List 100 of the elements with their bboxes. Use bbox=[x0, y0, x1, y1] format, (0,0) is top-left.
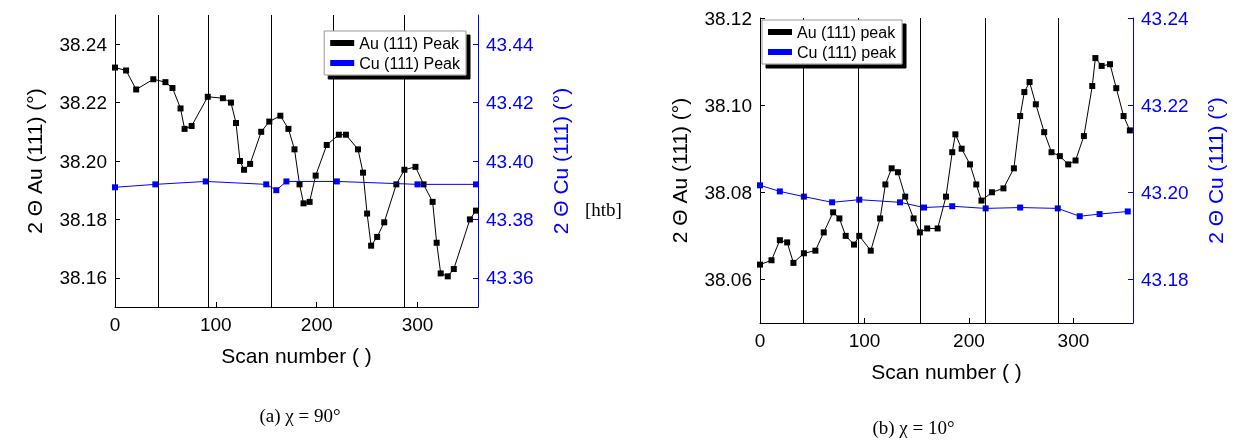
point bbox=[1126, 127, 1133, 134]
point bbox=[967, 161, 974, 168]
point bbox=[894, 169, 901, 176]
point bbox=[237, 158, 244, 164]
point bbox=[342, 131, 349, 138]
point bbox=[177, 105, 184, 112]
point bbox=[1072, 157, 1079, 164]
point bbox=[790, 259, 797, 266]
point bbox=[934, 225, 941, 232]
text: [htb] bbox=[585, 199, 622, 220]
point bbox=[360, 169, 367, 176]
point bbox=[333, 178, 340, 185]
x-tick-label: 100 bbox=[848, 330, 881, 351]
point bbox=[381, 219, 388, 226]
x-tick-label: 0 bbox=[109, 314, 121, 335]
x-axis-title: Scan number ( ) bbox=[221, 344, 372, 367]
legend-label: Cu (111) Peak bbox=[359, 54, 461, 72]
point bbox=[335, 131, 342, 138]
point bbox=[323, 141, 330, 148]
point bbox=[902, 193, 909, 200]
point bbox=[285, 125, 292, 132]
point bbox=[973, 181, 980, 188]
point bbox=[942, 193, 949, 200]
point bbox=[1017, 113, 1024, 120]
point bbox=[429, 198, 436, 205]
point bbox=[1048, 149, 1055, 156]
point bbox=[1089, 82, 1096, 89]
point bbox=[988, 189, 995, 196]
point bbox=[306, 198, 313, 205]
point bbox=[949, 203, 956, 210]
point bbox=[1026, 79, 1033, 86]
y2-tick-label: 43.44 bbox=[486, 33, 534, 55]
point bbox=[776, 188, 783, 195]
point bbox=[263, 181, 270, 188]
x-tick-label: 300 bbox=[401, 314, 434, 335]
point bbox=[1120, 113, 1127, 120]
y2-tick-label: 43.42 bbox=[486, 92, 534, 114]
point bbox=[233, 120, 239, 127]
point bbox=[169, 85, 176, 91]
point bbox=[123, 67, 130, 74]
point bbox=[851, 241, 858, 248]
point bbox=[162, 79, 169, 86]
point bbox=[1010, 165, 1017, 172]
point bbox=[112, 64, 118, 71]
point bbox=[412, 163, 419, 170]
point bbox=[300, 200, 307, 207]
point bbox=[829, 199, 836, 206]
point bbox=[776, 237, 783, 244]
legend-label: Cu (111) peak bbox=[797, 43, 898, 61]
legend-label: Au (111) Peak bbox=[359, 34, 461, 52]
text: (a) χ = 90° bbox=[259, 405, 341, 427]
point bbox=[897, 199, 904, 206]
point bbox=[188, 122, 195, 129]
point bbox=[312, 172, 319, 179]
point bbox=[924, 225, 931, 232]
point bbox=[952, 131, 959, 138]
point bbox=[150, 76, 157, 83]
point bbox=[277, 112, 284, 119]
point bbox=[867, 247, 874, 254]
y2-tick-label: 43.40 bbox=[486, 150, 534, 172]
point bbox=[877, 215, 884, 222]
point bbox=[1021, 89, 1028, 96]
point bbox=[1092, 55, 1099, 62]
x-tick-label: 300 bbox=[1057, 330, 1090, 351]
y2-tick-label: 43.22 bbox=[1141, 94, 1189, 116]
y2-tick-label: 43.18 bbox=[1141, 268, 1189, 290]
point bbox=[882, 181, 889, 188]
y-tick-label: 38.08 bbox=[704, 181, 752, 203]
point bbox=[466, 216, 473, 223]
point bbox=[1107, 61, 1114, 68]
y-tick-label: 38.10 bbox=[704, 94, 752, 116]
y-tick-label: 38.18 bbox=[59, 208, 107, 230]
point bbox=[241, 166, 248, 173]
point bbox=[1065, 161, 1072, 168]
point bbox=[227, 99, 234, 106]
point bbox=[757, 182, 763, 189]
y-axis-title: 2 Θ Au (111) (°) bbox=[23, 88, 46, 234]
point bbox=[1124, 208, 1131, 215]
y2-tick-label: 43.20 bbox=[1141, 181, 1189, 203]
point bbox=[181, 125, 188, 132]
point bbox=[472, 181, 479, 188]
point bbox=[958, 145, 965, 152]
x-tick-label: 200 bbox=[300, 314, 333, 335]
point bbox=[820, 229, 827, 236]
point bbox=[219, 95, 226, 102]
point bbox=[133, 86, 140, 93]
point bbox=[1096, 211, 1103, 218]
point bbox=[836, 215, 843, 222]
y-tick-label: 38.12 bbox=[704, 7, 752, 29]
y-tick-label: 38.20 bbox=[59, 150, 107, 172]
point bbox=[433, 239, 440, 246]
point bbox=[921, 204, 928, 211]
point bbox=[374, 233, 381, 240]
legend-label: Au (111) peak bbox=[797, 23, 897, 41]
point bbox=[1098, 62, 1105, 69]
point bbox=[1041, 129, 1048, 136]
point bbox=[368, 242, 375, 249]
y-tick-label: 38.22 bbox=[59, 92, 107, 114]
point bbox=[283, 178, 290, 185]
point bbox=[830, 209, 837, 216]
